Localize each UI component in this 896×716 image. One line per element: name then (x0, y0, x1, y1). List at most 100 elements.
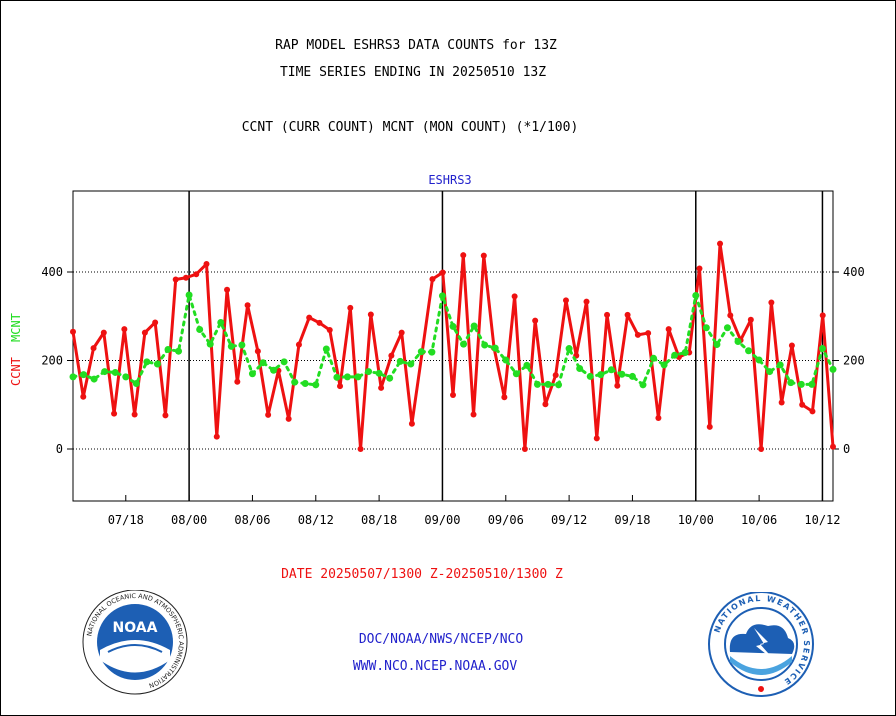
ccnt-point-70 (788, 342, 795, 349)
mcnt-point-47 (565, 345, 573, 353)
ccnt-point-45 (532, 317, 539, 324)
mcnt-point-25 (333, 373, 341, 381)
noaa-logo-text: NOAA (113, 620, 158, 636)
ccnt-point-53 (614, 382, 621, 389)
mcnt-point-23 (312, 381, 320, 389)
ccnt-point-12 (193, 271, 200, 278)
mcnt-point-54 (639, 381, 647, 389)
ccnt-point-22 (295, 341, 302, 348)
ccnt-point-18 (254, 348, 261, 355)
y-axis-label-ccnt: CCNT (9, 357, 23, 386)
mcnt-point-1 (80, 371, 88, 379)
mcnt-point-8 (153, 360, 161, 368)
ccnt-point-66 (747, 316, 754, 323)
mcnt-point-64 (745, 347, 753, 355)
mcnt-point-22 (301, 380, 309, 388)
mcnt-point-0 (69, 373, 77, 381)
ccnt-point-35 (429, 276, 436, 283)
ccnt-point-31 (388, 352, 395, 359)
noaa-logo: NOAA NATIONAL OCEANIC AND ATMOSPHERIC AD… (82, 590, 188, 695)
ccnt-point-14 (213, 433, 220, 440)
mcnt-point-41 (502, 356, 510, 364)
ccnt-point-16 (234, 378, 241, 385)
ytick-label-left-200: 200 (41, 354, 63, 368)
ccnt-point-26 (337, 383, 344, 390)
ccnt-point-69 (778, 399, 785, 406)
ccnt-point-2 (90, 345, 97, 352)
xtick-label-5: 09/00 (424, 513, 460, 527)
mcnt-point-10 (175, 347, 183, 355)
ytick-label-left-0: 0 (56, 442, 63, 456)
mcnt-point-20 (280, 358, 288, 366)
ccnt-point-64 (727, 312, 734, 319)
mcnt-point-68 (787, 379, 795, 387)
mcnt-point-24 (322, 345, 330, 353)
mcnt-point-17 (248, 370, 256, 378)
ccnt-point-58 (665, 326, 672, 333)
ccnt-point-23 (306, 314, 313, 321)
ccnt-point-63 (717, 240, 724, 247)
ccnt-point-29 (367, 311, 374, 318)
ccnt-point-62 (706, 423, 713, 430)
mcnt-point-72 (829, 365, 837, 373)
mcnt-point-46 (555, 381, 563, 389)
mcnt-point-51 (607, 366, 615, 374)
ccnt-point-52 (604, 311, 611, 318)
plot-title: ESHRS3 (428, 173, 471, 187)
mcnt-point-37 (460, 340, 468, 348)
footer-link-website[interactable]: WWW.NCO.NCEP.NOAA.GOV (352, 659, 518, 674)
ccnt-point-32 (398, 329, 405, 336)
mcnt-point-14 (217, 318, 225, 326)
ccnt-point-39 (470, 411, 477, 418)
mcnt-point-21 (291, 378, 299, 386)
mcnt-point-58 (681, 349, 689, 357)
mcnt-point-59 (692, 291, 700, 299)
plot-area-border (72, 190, 834, 502)
mcnt-point-69 (797, 380, 805, 388)
ccnt-point-38 (460, 252, 467, 259)
ccnt-point-24 (316, 319, 323, 326)
ccnt-point-54 (624, 311, 631, 318)
ccnt-point-71 (799, 401, 806, 408)
ytick-label-right-200: 200 (843, 354, 865, 368)
footer-link-doc[interactable]: DOC/NOAA/NWS/NCEP/NCO (358, 632, 524, 647)
mcnt-point-55 (650, 354, 658, 362)
ccnt-point-5 (121, 326, 128, 333)
ccnt-point-33 (408, 420, 415, 427)
ccnt-point-68 (768, 299, 775, 306)
mcnt-point-31 (396, 357, 404, 365)
mcnt-point-48 (576, 364, 584, 372)
mcnt-point-67 (776, 361, 784, 369)
mcnt-point-70 (808, 380, 816, 388)
mcnt-point-52 (618, 370, 626, 378)
mcnt-point-42 (512, 370, 520, 378)
ccnt-point-8 (152, 319, 159, 326)
ccnt-point-46 (542, 401, 549, 408)
nws-logo: NATIONAL WEATHER SERVICE (708, 592, 814, 697)
ccnt-point-55 (634, 331, 641, 338)
ccnt-point-40 (480, 252, 487, 259)
ccnt-point-73 (819, 312, 826, 319)
ytick-label-right-0: 0 (843, 442, 850, 456)
ccnt-point-61 (696, 265, 703, 272)
ccnt-point-47 (552, 372, 559, 379)
mcnt-point-30 (386, 374, 394, 382)
mcnt-point-29 (375, 369, 383, 377)
ccnt-point-43 (511, 293, 518, 300)
ccnt-point-10 (172, 276, 179, 283)
mcnt-point-71 (818, 345, 826, 353)
mcnt-point-60 (702, 324, 710, 332)
ytick-label-right-400: 400 (843, 265, 865, 279)
mcnt-point-15 (227, 342, 235, 350)
ccnt-point-21 (285, 415, 292, 422)
mcnt-point-49 (586, 372, 594, 380)
mcnt-point-35 (438, 292, 446, 300)
mcnt-point-32 (407, 360, 415, 368)
mcnt-point-43 (523, 361, 531, 369)
ccnt-point-1 (80, 393, 87, 400)
mcnt-point-50 (597, 371, 605, 379)
ccnt-point-36 (439, 269, 446, 276)
mcnt-point-38 (470, 322, 478, 330)
mcnt-point-27 (354, 373, 362, 381)
ccnt-point-57 (655, 415, 662, 422)
